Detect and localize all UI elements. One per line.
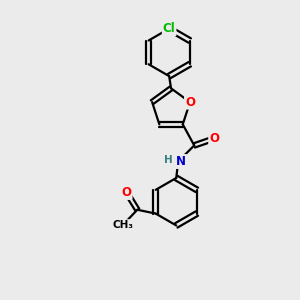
Text: Cl: Cl (163, 22, 175, 35)
Text: H: H (164, 155, 173, 165)
Text: O: O (209, 132, 219, 145)
Text: CH₃: CH₃ (112, 220, 133, 230)
Text: O: O (185, 96, 195, 109)
Text: O: O (122, 186, 132, 199)
Text: N: N (176, 155, 186, 168)
